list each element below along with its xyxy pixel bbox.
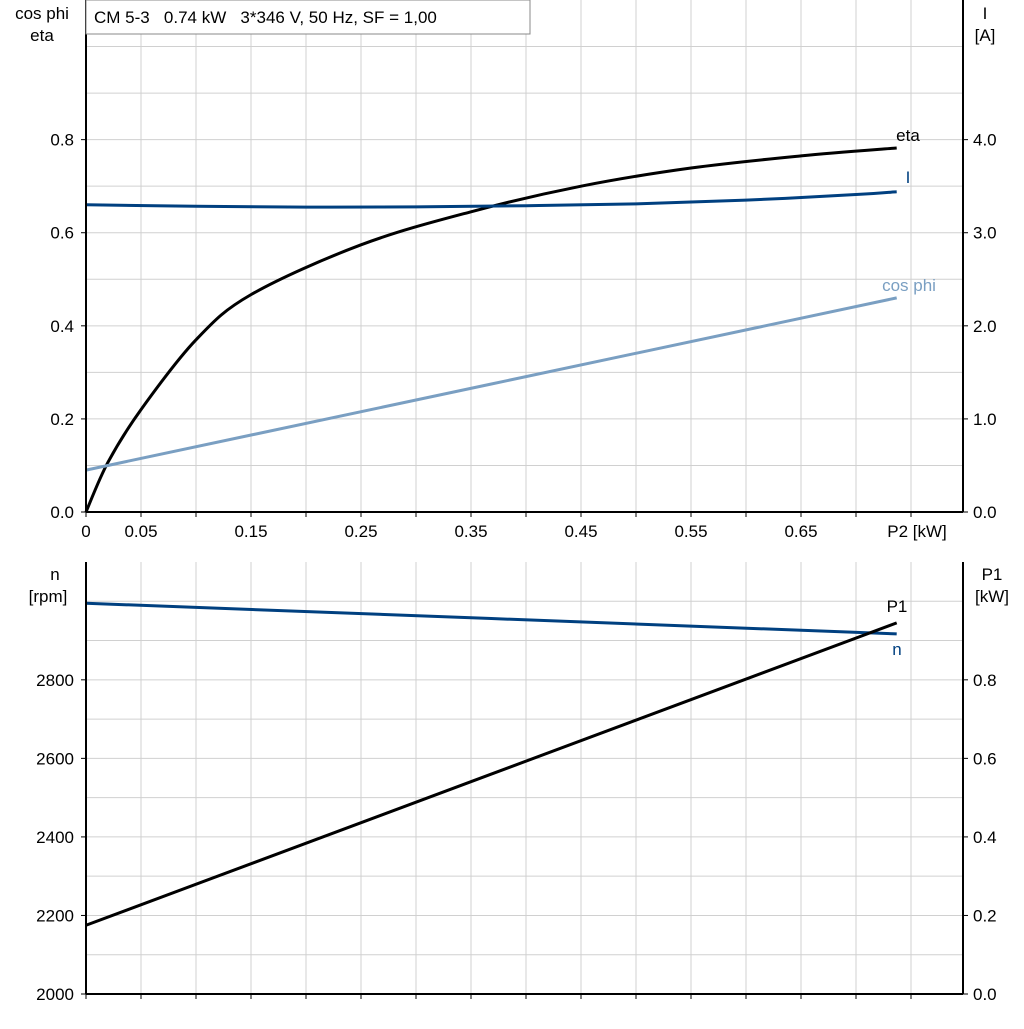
series-line-cos-phi: [85, 296, 898, 472]
left-tick-label: 0.6: [50, 224, 74, 243]
bottom-grid: [86, 562, 963, 994]
series-line-p1: [85, 621, 898, 927]
left-tick-label: 0.0: [50, 503, 74, 522]
chart-title: CM 5-3 0.74 kW 3*346 V, 50 Hz, SF = 1,00: [94, 8, 437, 27]
axes: 0.0 0.2 0.4 0.6 0.8 0.0 1.0 2.0 3.0 4.0 0 0.05 0.15 0…: [36, 0, 997, 1004]
top-right-ylabel-1: I: [983, 4, 988, 23]
left-tick-label: 0.2: [50, 410, 74, 429]
left-tick-label: 2800: [36, 671, 74, 690]
bottom-left-ylabel-1: n: [50, 565, 59, 584]
top-grid: [86, 0, 963, 512]
top-right-ylabel-2: [A]: [975, 26, 996, 45]
right-tick-label: 0.0: [973, 503, 997, 522]
bottom-left-ylabel-2: [rpm]: [29, 587, 68, 606]
series-label-p1: P1: [887, 597, 908, 616]
bottom-right-ylabel-1: P1: [982, 565, 1003, 584]
left-tick-label: 2400: [36, 828, 74, 847]
top-left-ylabel-2: eta: [30, 26, 54, 45]
series-label-i: I: [906, 168, 911, 187]
bottom-right-ylabel-2: [kW]: [975, 587, 1009, 606]
series-label-eta: eta: [896, 126, 920, 145]
x-axis-label: P2 [kW]: [887, 522, 947, 541]
series-line-eta: [84, 146, 897, 513]
x-tick-label: 0: [81, 522, 90, 541]
right-tick-label: 0.6: [973, 749, 997, 768]
left-tick-label: 0.4: [50, 317, 74, 336]
right-tick-label: 4.0: [973, 131, 997, 150]
left-tick-label: 2000: [36, 985, 74, 1004]
right-tick-label: 1.0: [973, 410, 997, 429]
x-tick-label: 0.15: [234, 522, 267, 541]
x-tick-label: 0.55: [674, 522, 707, 541]
left-tick-label: 2200: [36, 906, 74, 925]
x-tick-label: 0.35: [454, 522, 487, 541]
x-tick-label: 0.65: [784, 522, 817, 541]
series-label-cos-phi: cos phi: [882, 276, 936, 295]
title-box: [85, 0, 531, 35]
right-tick-label: 0.0: [973, 985, 997, 1004]
series-line-i: [85, 190, 897, 209]
x-tick-label: 0.05: [124, 522, 157, 541]
right-tick-label: 0.2: [973, 906, 997, 925]
top-left-ylabel-1: cos phi: [15, 4, 69, 23]
right-tick-label: 0.8: [973, 671, 997, 690]
right-tick-label: 0.4: [973, 828, 997, 847]
right-tick-label: 2.0: [973, 317, 997, 336]
series-line-n: [85, 601, 897, 636]
left-tick-label: 2600: [36, 749, 74, 768]
curves: [84, 146, 898, 927]
x-tick-label: 0.25: [344, 522, 377, 541]
left-tick-label: 0.8: [50, 131, 74, 150]
x-tick-label: 0.45: [564, 522, 597, 541]
series-label-n: n: [892, 640, 901, 659]
right-tick-label: 3.0: [973, 224, 997, 243]
labels: CM 5-3 0.74 kW 3*346 V, 50 Hz, SF = 1,00…: [15, 0, 1009, 659]
